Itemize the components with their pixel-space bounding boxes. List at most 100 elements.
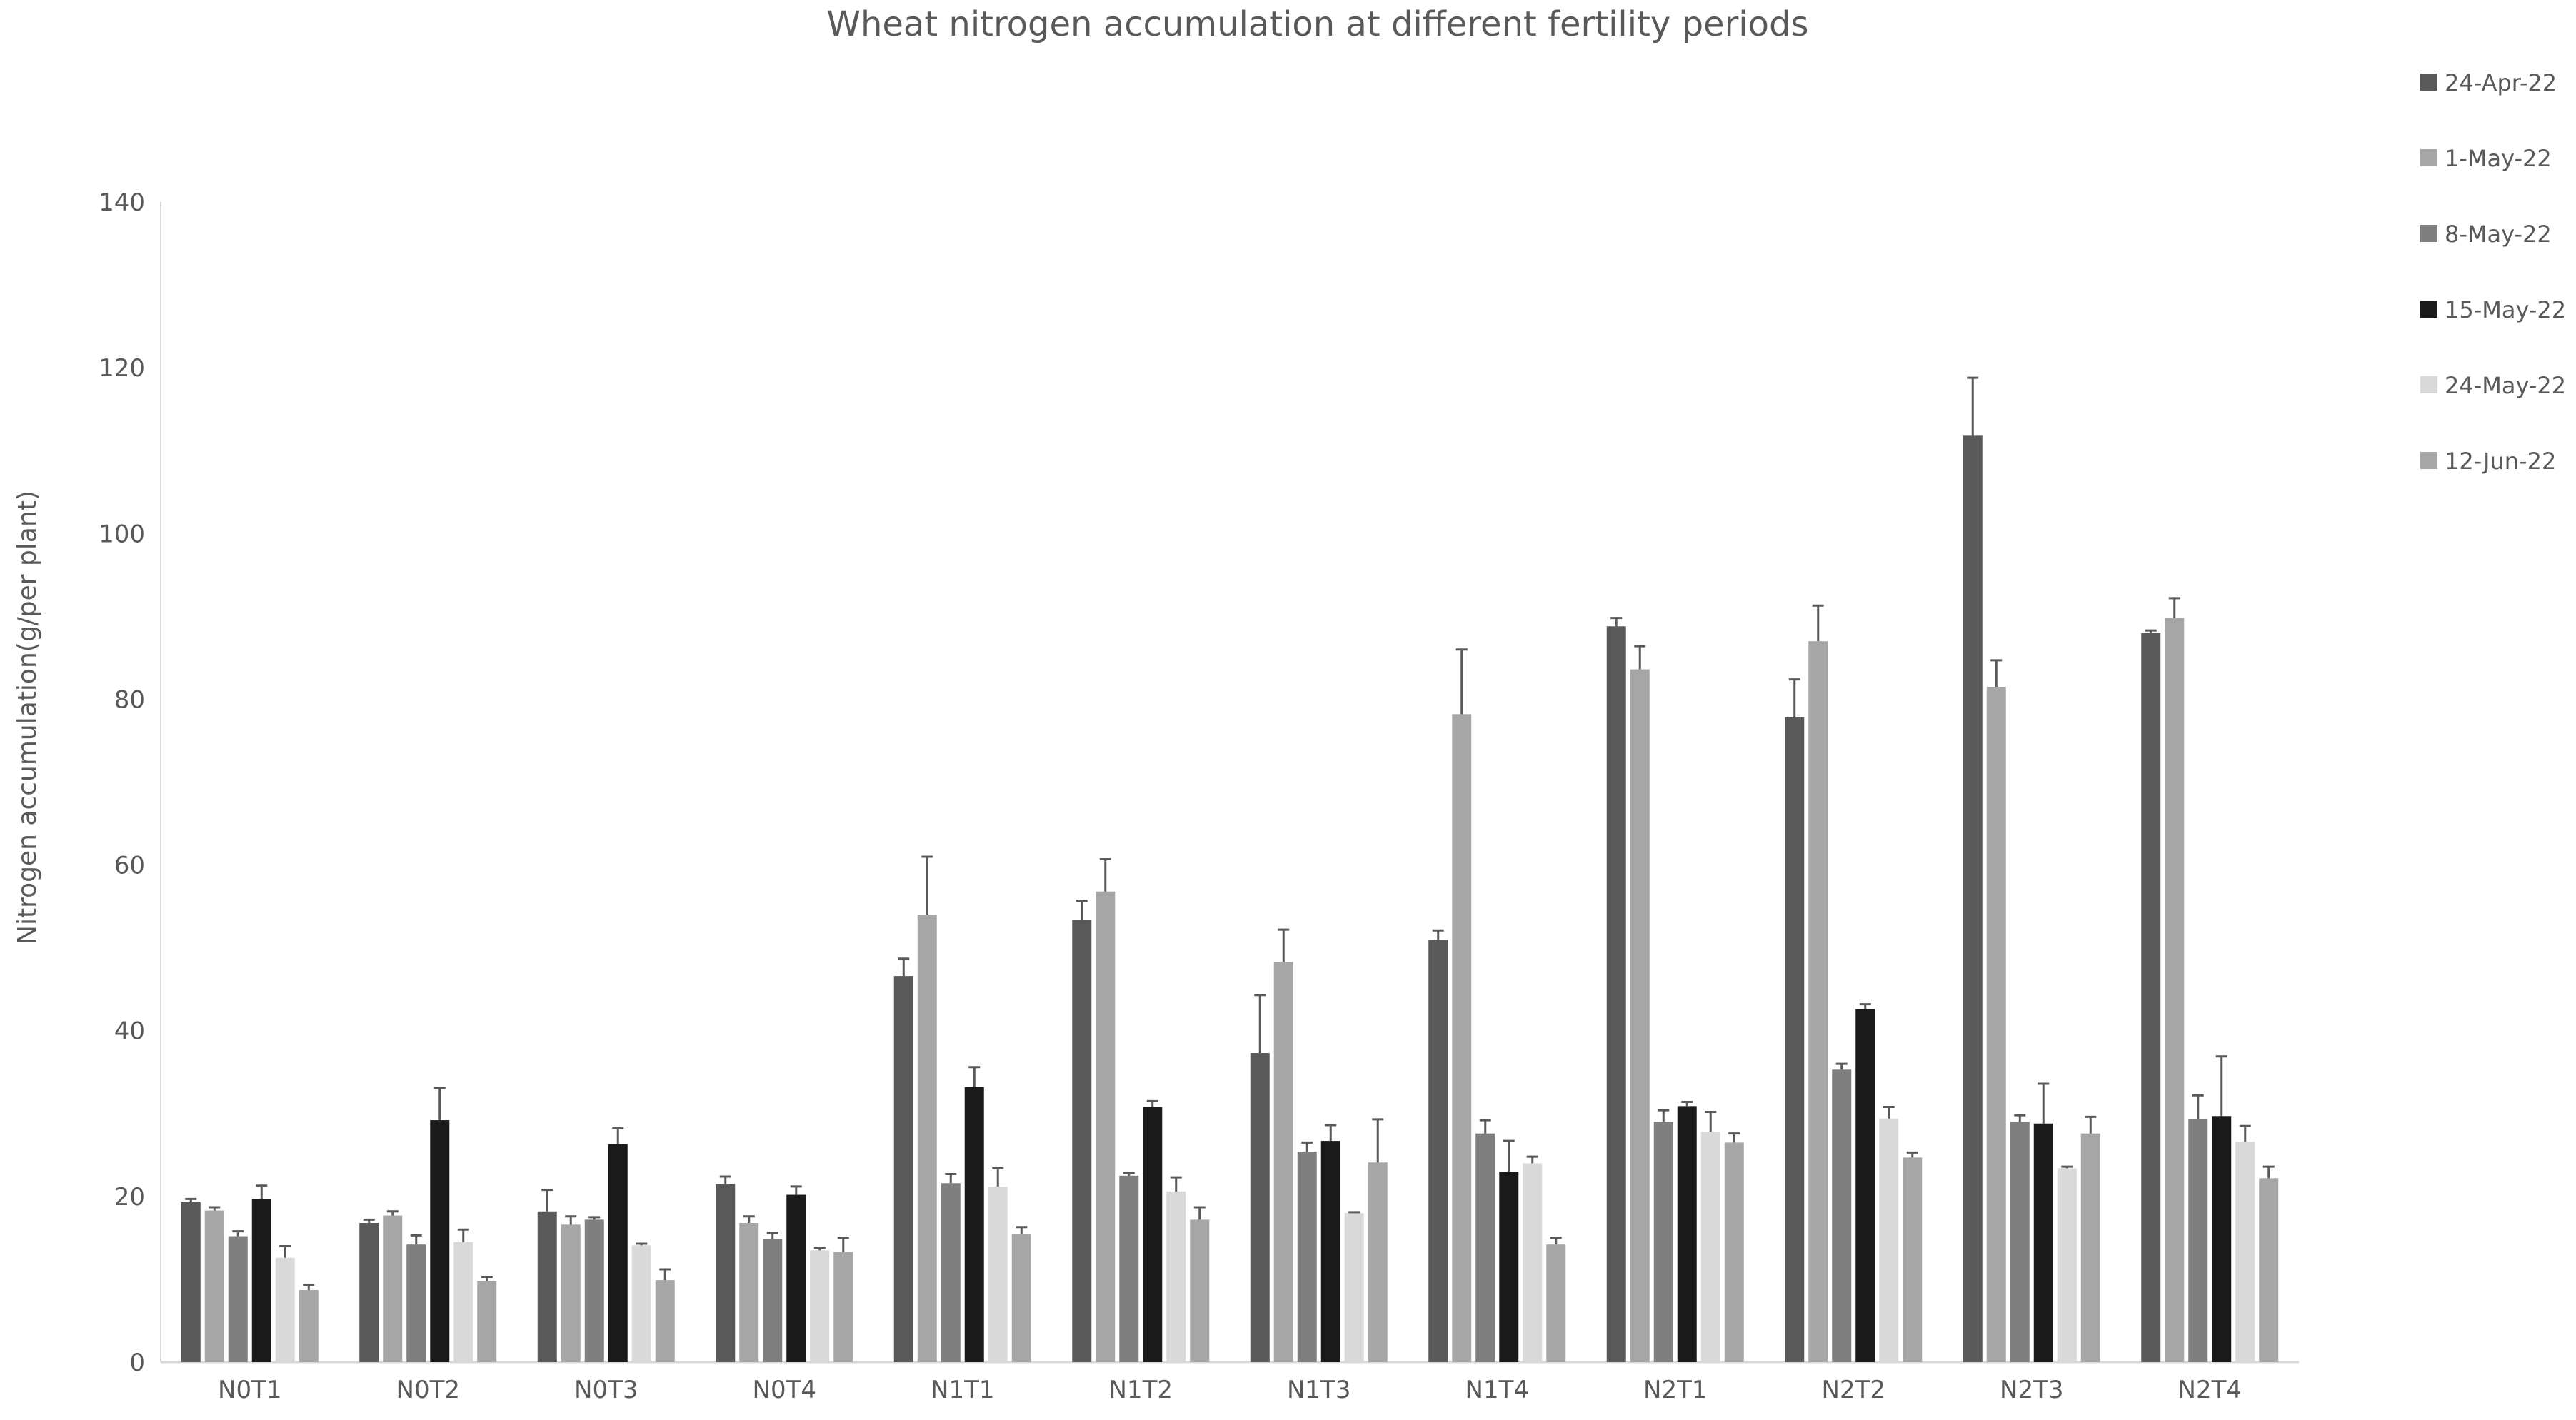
- bar-12-Jun-22-N0T3: [655, 1280, 675, 1362]
- bar-15-May-22-N0T1: [251, 1199, 271, 1362]
- x-axis-ticks: N0T1 N0T2 N0T3 N0T4 N1T1 N1T2 N1T3 N1T4 N2T1 N2T2…: [218, 1376, 2242, 1404]
- bar-8-May-22-N2T4: [2188, 1119, 2208, 1362]
- y-tick-label: 60: [114, 852, 145, 880]
- bar-15-May-22-N0T3: [608, 1144, 628, 1362]
- bar-24-Apr-22-N2T1: [1606, 626, 1626, 1363]
- bar-24-May-22-N0T4: [810, 1250, 830, 1362]
- bar-12-Jun-22-N1T4: [1546, 1244, 1566, 1362]
- bar-15-May-22-N2T4: [2212, 1116, 2232, 1362]
- bar-15-May-22-N1T1: [964, 1087, 984, 1362]
- bar-8-May-22-N1T4: [1475, 1133, 1495, 1362]
- bar-1-May-22-N1T2: [1096, 891, 1116, 1362]
- bar-24-Apr-22-N1T3: [1250, 1053, 1270, 1362]
- x-tick-label: N2T3: [2000, 1376, 2063, 1404]
- bar-24-Apr-22-N1T1: [893, 976, 913, 1362]
- x-tick-label: N1T2: [1109, 1376, 1173, 1404]
- bar-8-May-22-N0T1: [228, 1236, 248, 1362]
- bar-24-Apr-22-N1T2: [1072, 920, 1092, 1362]
- y-tick-label: 100: [99, 520, 145, 548]
- x-tick-label: N1T1: [931, 1376, 994, 1404]
- bar-24-Apr-22-N0T1: [181, 1202, 201, 1362]
- bar-24-May-22-N0T3: [631, 1245, 651, 1362]
- bar-8-May-22-N2T1: [1653, 1122, 1673, 1362]
- bar-1-May-22-N0T2: [383, 1215, 403, 1362]
- bar-24-Apr-22-N2T3: [1963, 435, 1983, 1362]
- bar-1-May-22-N2T1: [1630, 669, 1650, 1362]
- bar-1-May-22-N2T3: [1986, 687, 2006, 1362]
- bar-1-May-22-N0T1: [204, 1210, 224, 1362]
- bar-24-May-22-N2T2: [1879, 1118, 1899, 1362]
- y-axis-ticks: 0 20 40 60 80 100 120 140: [99, 188, 145, 1377]
- y-tick-label: 120: [99, 354, 145, 383]
- bar-1-May-22-N0T3: [561, 1224, 581, 1362]
- x-tick-label: N1T4: [1465, 1376, 1529, 1404]
- bar-12-Jun-22-N0T1: [299, 1290, 319, 1362]
- bar-12-Jun-22-N1T1: [1011, 1234, 1031, 1362]
- bar-1-May-22-N2T4: [2165, 618, 2185, 1362]
- bar-24-May-22-N2T1: [1700, 1132, 1720, 1362]
- x-tick-label: N2T1: [1643, 1376, 1707, 1404]
- legend-label: 12-Jun-22: [2445, 448, 2556, 475]
- bar-12-Jun-22-N1T3: [1368, 1162, 1388, 1362]
- x-tick-label: N1T3: [1287, 1376, 1350, 1404]
- bar-1-May-22-N2T2: [1808, 641, 1828, 1362]
- bar-15-May-22-N0T4: [786, 1194, 806, 1362]
- bar-24-May-22-N2T3: [2057, 1168, 2077, 1362]
- legend-label: 1-May-22: [2445, 145, 2552, 172]
- bar-24-May-22-N1T2: [1166, 1191, 1186, 1362]
- legend-swatch-15-May-22: [2420, 301, 2437, 318]
- bar-1-May-22-N1T3: [1273, 962, 1293, 1362]
- legend-swatch-8-May-22: [2420, 225, 2437, 242]
- x-tick-label: N0T3: [574, 1376, 638, 1404]
- bar-12-Jun-22-N2T1: [1724, 1142, 1744, 1362]
- x-tick-label: N0T1: [218, 1376, 281, 1404]
- bar-8-May-22-N1T2: [1119, 1175, 1139, 1362]
- y-tick-label: 80: [114, 685, 145, 714]
- chart-title: Wheat nitrogen accumulation at different…: [827, 4, 1809, 44]
- bar-24-May-22-N2T4: [2235, 1142, 2255, 1362]
- legend-label: 15-May-22: [2445, 296, 2566, 323]
- bar-15-May-22-N2T2: [1855, 1009, 1875, 1362]
- y-tick-label: 40: [114, 1017, 145, 1046]
- x-tick-label: N2T2: [1822, 1376, 1885, 1404]
- bar-24-Apr-22-N0T4: [716, 1184, 736, 1362]
- legend-label: 24-Apr-22: [2445, 69, 2557, 96]
- x-tick-label: N2T4: [2178, 1376, 2242, 1404]
- x-tick-label: N0T2: [396, 1376, 460, 1404]
- bar-8-May-22-N0T3: [584, 1219, 604, 1362]
- bar-24-May-22-N1T4: [1523, 1163, 1543, 1362]
- legend-swatch-1-May-22: [2420, 149, 2437, 166]
- bar-24-May-22-N1T3: [1344, 1213, 1364, 1362]
- bar-24-May-22-N0T1: [275, 1257, 295, 1362]
- y-axis-label: Nitrogen accumulation(g/per plant): [13, 490, 42, 945]
- bar-8-May-22-N1T3: [1297, 1152, 1317, 1362]
- y-tick-label: 20: [114, 1183, 145, 1212]
- bar-8-May-22-N2T2: [1832, 1069, 1852, 1362]
- y-tick-label: 140: [99, 188, 145, 217]
- bar-24-Apr-22-N0T3: [537, 1211, 557, 1362]
- bar-8-May-22-N2T3: [2010, 1122, 2030, 1362]
- bar-1-May-22-N1T4: [1452, 714, 1472, 1362]
- legend: 24-Apr-22 1-May-22 8-May-22 15-May-22 24-May…: [2420, 69, 2566, 475]
- bar-15-May-22-N0T2: [430, 1120, 450, 1362]
- bar-12-Jun-22-N0T4: [833, 1252, 853, 1362]
- bar-1-May-22-N0T4: [739, 1223, 759, 1362]
- bar-24-May-22-N0T2: [453, 1242, 473, 1362]
- bar-8-May-22-N0T2: [406, 1244, 426, 1362]
- bar-series-group: [181, 376, 2279, 1363]
- bar-24-May-22-N1T1: [988, 1186, 1008, 1362]
- bar-15-May-22-N1T3: [1320, 1141, 1340, 1362]
- bar-8-May-22-N1T1: [941, 1183, 961, 1362]
- legend-label: 8-May-22: [2445, 221, 2552, 248]
- legend-swatch-24-Apr-22: [2420, 74, 2437, 91]
- bar-12-Jun-22-N2T2: [1903, 1157, 1923, 1362]
- x-tick-label: N0T4: [753, 1376, 816, 1404]
- bar-15-May-22-N2T3: [2033, 1123, 2053, 1362]
- bar-12-Jun-22-N2T4: [2259, 1178, 2279, 1362]
- bar-15-May-22-N2T1: [1677, 1106, 1697, 1362]
- bar-12-Jun-22-N2T3: [2080, 1133, 2100, 1362]
- bar-8-May-22-N0T4: [763, 1239, 783, 1362]
- bar-24-Apr-22-N2T4: [2141, 633, 2161, 1362]
- bar-15-May-22-N1T4: [1499, 1172, 1519, 1362]
- legend-swatch-24-May-22: [2420, 376, 2437, 393]
